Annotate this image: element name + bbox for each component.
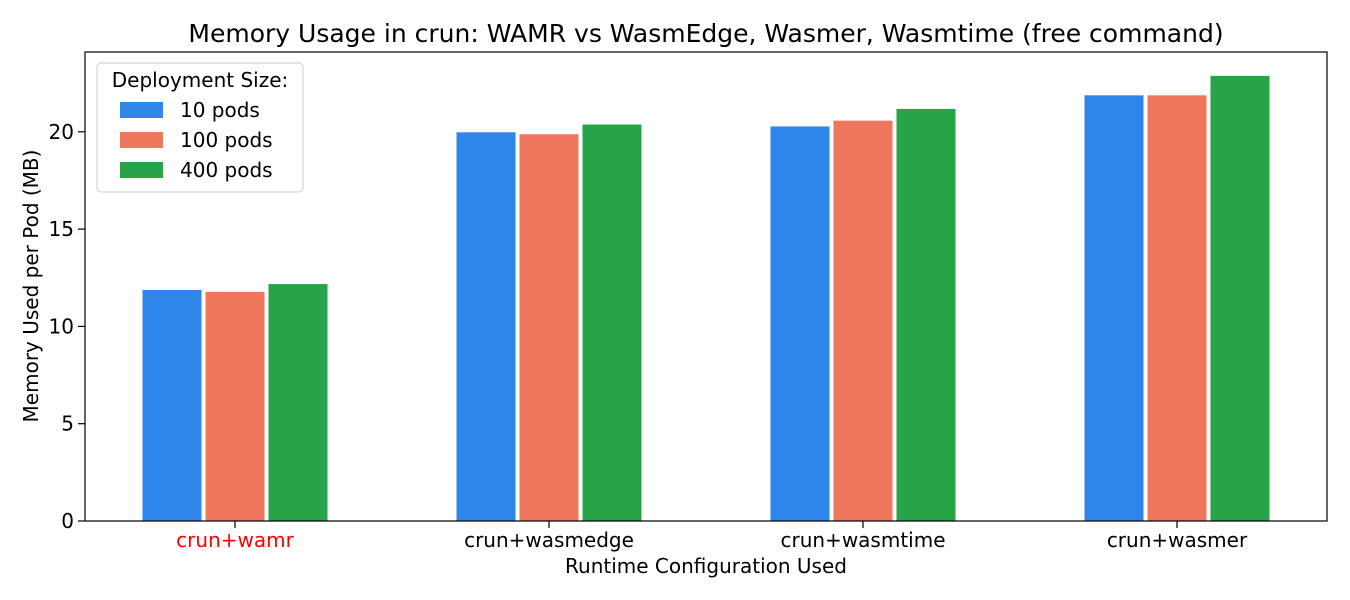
bar-crun+wasmedge-10-pods <box>456 132 516 521</box>
bar-crun+wasmtime-400-pods <box>896 108 956 521</box>
legend-swatch <box>120 102 163 118</box>
bar-crun+wasmtime-10-pods <box>770 126 830 521</box>
x-tick-label-crun+wasmtime: crun+wasmtime <box>780 528 945 552</box>
y-tick-label: 20 <box>49 120 74 144</box>
bar-crun+wamr-10-pods <box>142 289 202 521</box>
x-axis: crun+wamr crun+wasmedge crun+wasmtime crun+… <box>176 521 1248 552</box>
bar-crun+wamr-100-pods <box>205 291 265 521</box>
x-tick-label-crun+wasmedge: crun+wasmedge <box>464 528 634 552</box>
bar-crun+wasmedge-100-pods <box>519 134 579 521</box>
legend-swatch <box>120 132 163 148</box>
x-axis-label: Runtime Configuration Used <box>565 554 847 578</box>
bars-group <box>142 75 1270 521</box>
y-tick-label: 15 <box>49 217 74 241</box>
y-axis-label: Memory Used per Pod (MB) <box>19 150 43 423</box>
y-axis: 0 5 10 15 20 <box>49 120 85 533</box>
bar-crun+wasmer-400-pods <box>1210 75 1270 521</box>
legend-label: 10 pods <box>180 98 260 122</box>
legend-title: Deployment Size: <box>112 68 288 92</box>
y-tick-label: 5 <box>61 412 74 436</box>
legend: Deployment Size: 10 pods 100 pods 400 pods <box>97 63 303 192</box>
bar-crun+wasmedge-400-pods <box>582 124 642 521</box>
y-tick-label: 10 <box>49 314 74 338</box>
bar-crun+wasmtime-100-pods <box>833 120 893 521</box>
legend-swatch <box>120 162 163 178</box>
bar-crun+wasmer-10-pods <box>1084 95 1144 521</box>
bar-crun+wasmer-100-pods <box>1147 95 1207 521</box>
chart-title: Memory Usage in crun: WAMR vs WasmEdge, … <box>188 19 1223 48</box>
legend-label: 400 pods <box>180 158 273 182</box>
x-tick-label-crun+wamr: crun+wamr <box>176 528 294 552</box>
legend-label: 100 pods <box>180 128 273 152</box>
y-tick-label: 0 <box>61 509 74 533</box>
bar-crun+wamr-400-pods <box>268 284 328 521</box>
x-tick-label-crun+wasmer: crun+wasmer <box>1107 528 1248 552</box>
